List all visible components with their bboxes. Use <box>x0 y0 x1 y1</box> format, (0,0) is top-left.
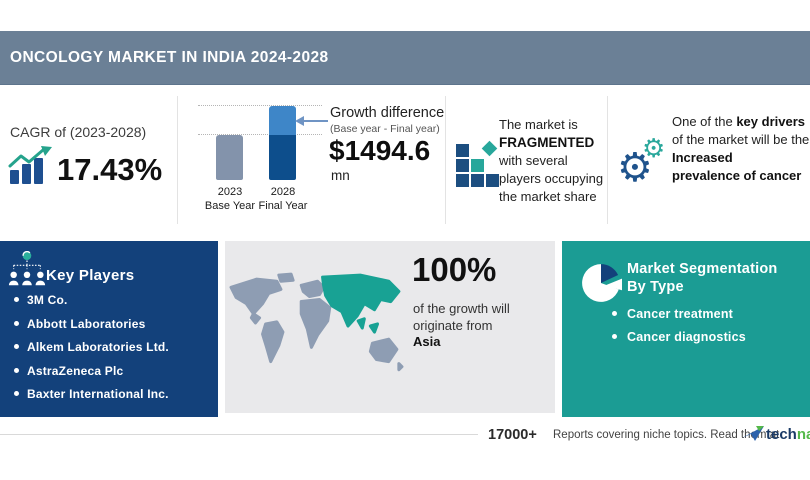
page-title: ONCOLOGY MARKET IN INDIA 2024-2028 <box>10 49 329 66</box>
bar1-year-label: 2023 <box>217 186 243 198</box>
bar2-caption: Final Year <box>258 200 308 212</box>
growth-difference-title: Growth difference <box>330 105 445 121</box>
growth-difference-value: $1494.6 <box>329 135 431 166</box>
regional-growth-value: 100% <box>412 251 497 288</box>
regional-growth-text: of the growth will originate from Asia <box>413 301 510 351</box>
fragmented-highlight: FRAGMENTED <box>499 135 595 150</box>
key-players-list: 3M Co. Abbott Laboratories Alkem Laborat… <box>0 293 218 411</box>
bar-2028-growth-segment <box>269 106 296 135</box>
world-map-asia-highlighted <box>229 272 404 372</box>
key-driver-text: One of the key drivers of the market wil… <box>672 113 809 185</box>
fragmented-line4: players occupying <box>499 171 604 186</box>
org-chart-people-icon <box>8 251 46 286</box>
technavio-arrow-icon <box>742 426 764 441</box>
list-item: Baxter International Inc. <box>0 387 218 401</box>
gear-icon-small: ⚙ <box>642 134 666 164</box>
fragmented-line3: with several <box>499 153 568 168</box>
gear-icon-large: ⚙ <box>617 145 653 191</box>
pie-chart-icon <box>582 264 622 302</box>
list-item: 3M Co. <box>0 293 218 307</box>
brand-text-tech: tech <box>766 426 797 443</box>
brand-text-navio: navio <box>796 426 810 443</box>
segmentation-title: Market Segmentation By Type <box>627 261 778 295</box>
footer-tagline: Reports covering niche topics. Read them… <box>553 429 780 441</box>
footer-report-count: 17000+ <box>488 427 537 443</box>
divider-2 <box>445 96 446 224</box>
arrow-line <box>303 120 328 122</box>
regional-line1: of the growth will <box>413 301 510 316</box>
list-item: AstraZeneca Plc <box>0 364 218 378</box>
technavio-logo: technavio <box>742 425 810 444</box>
driver-line2: of the market will be the <box>672 132 810 147</box>
list-item: Cancer treatment <box>562 307 810 321</box>
divider-1 <box>177 96 178 224</box>
key-players-panel: Key Players 3M Co. Abbott Laboratories A… <box>0 241 218 417</box>
bar1-caption: Base Year <box>204 200 256 212</box>
growth-difference-subtitle: (Base year - Final year) <box>330 123 440 135</box>
growth-difference-unit: mn <box>331 168 350 183</box>
header-bar: ONCOLOGY MARKET IN INDIA 2024-2028 <box>0 31 810 85</box>
left-arrow-icon <box>295 116 304 126</box>
regional-region: Asia <box>413 334 441 349</box>
regional-growth-panel: 100% of the growth will originate from A… <box>225 241 555 413</box>
fragmented-text: The market is FRAGMENTED with several pl… <box>499 116 603 206</box>
bar-2028-base-segment <box>269 135 296 180</box>
cagr-value: 17.43% <box>57 152 163 187</box>
bar2-year-label: 2028 <box>270 186 296 198</box>
key-players-title: Key Players <box>46 267 135 284</box>
dotted-gridline-final <box>198 105 322 106</box>
growth-bar-chart-icon <box>8 146 52 184</box>
fragmented-blocks-icon <box>456 140 502 188</box>
driver-line1: One of the key drivers <box>672 114 805 129</box>
bar-2023-base-year <box>216 135 243 180</box>
fragmented-line5: the market share <box>499 189 597 204</box>
segmentation-list: Cancer treatment Cancer diagnostics <box>562 307 810 353</box>
driver-line4: prevalence of cancer <box>672 168 802 183</box>
fragmented-line1: The market is <box>499 117 578 132</box>
footer-rule <box>0 434 478 435</box>
list-item: Cancer diagnostics <box>562 330 810 344</box>
regional-line2: originate from <box>413 317 493 333</box>
driver-line3: Increased <box>672 150 733 165</box>
cagr-label: CAGR of (2023-2028) <box>10 124 147 140</box>
dotted-gridline-base <box>198 134 322 135</box>
list-item: Alkem Laboratories Ltd. <box>0 340 218 354</box>
list-item: Abbott Laboratories <box>0 317 218 331</box>
segmentation-panel: Market Segmentation By Type Cancer treat… <box>562 241 810 417</box>
divider-3 <box>607 96 608 224</box>
